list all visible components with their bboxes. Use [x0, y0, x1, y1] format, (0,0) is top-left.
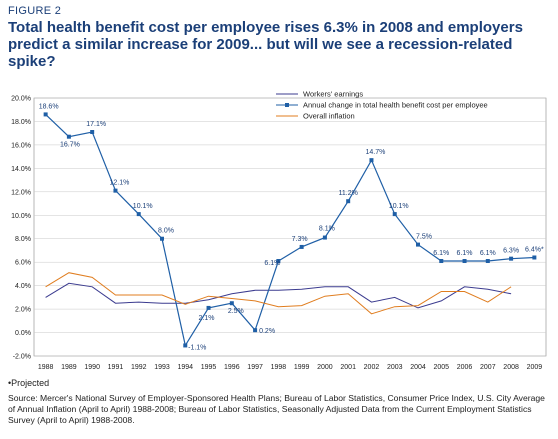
y-tick-label: 12.0%: [11, 189, 31, 196]
data-label: 6.1%: [457, 250, 473, 257]
figure-label: FIGURE 2: [8, 5, 62, 17]
chart-title: Total health benefit cost per employee r…: [8, 19, 523, 70]
y-tick-label: 10.0%: [11, 213, 31, 220]
x-tick-label: 1997: [247, 364, 263, 371]
data-point: [253, 328, 258, 333]
y-tick-label: 8.0%: [15, 236, 31, 243]
series-line-0: [45, 282, 512, 309]
data-labels: 18.6% 16.7% 17.1% 12.1% 10.1% 8.0% -1.1% 2.1% 2.…: [39, 103, 544, 351]
x-tick-label: 1991: [108, 364, 124, 371]
x-tick-label: 2006: [457, 364, 473, 371]
data-point: [322, 235, 327, 240]
data-label: 12.1%: [110, 180, 130, 187]
data-point: [509, 256, 514, 261]
series: [43, 112, 537, 348]
data-point: [276, 259, 281, 264]
data-label: 2.5%: [228, 308, 244, 315]
x-tick-label: 2007: [480, 364, 496, 371]
data-label: 18.6%: [39, 103, 59, 110]
y-tick-label: 16.0%: [11, 142, 31, 149]
data-point: [346, 199, 351, 204]
data-point: [532, 255, 537, 260]
data-point: [183, 343, 188, 348]
x-tick-label: 1994: [177, 364, 193, 371]
data-point: [66, 134, 71, 139]
data-point: [462, 259, 467, 264]
x-tick-label: 1996: [224, 364, 240, 371]
y-tick-label: 6.0%: [15, 260, 31, 267]
y-tick-label: 4.0%: [15, 283, 31, 290]
data-label: 14.7%: [366, 149, 386, 156]
x-tick-label: 1993: [154, 364, 170, 371]
legend-entry: Workers' earnings: [303, 90, 363, 99]
data-label: 6.3%: [503, 248, 519, 255]
x-tick-label: 2003: [387, 364, 403, 371]
data-point: [416, 242, 420, 247]
data-point: [299, 244, 304, 249]
data-label: 6.1%: [264, 260, 280, 267]
data-label: 8.1%: [319, 226, 335, 233]
data-label: 6.1%: [433, 250, 449, 257]
data-label: 7.3%: [292, 236, 308, 243]
data-label: 17.1%: [86, 121, 106, 128]
x-tick-label: 2002: [364, 364, 380, 371]
data-label: 10.1%: [133, 203, 153, 210]
data-label: 7.5%: [416, 234, 432, 241]
x-tick-label: 1989: [61, 364, 77, 371]
data-label: 8.0%: [158, 228, 174, 235]
data-label: 2.1%: [199, 315, 215, 322]
x-tick-label: 2001: [340, 364, 356, 371]
y-tick-label: 0.0%: [15, 330, 31, 337]
data-point: [160, 236, 164, 241]
data-label: 11.2%: [339, 190, 358, 197]
data-point: [369, 158, 374, 163]
data-label: -1.1%: [188, 344, 206, 351]
axes: 20.0% 18.0% 16.0% 14.0% 12.0% 10.0% 8.0% 6.0% 4.…: [11, 96, 542, 372]
data-label: 0.2%: [259, 328, 275, 335]
legend-entry: Annual change in total health benefit co…: [303, 101, 488, 110]
y-tick-label: 14.0%: [11, 166, 31, 173]
x-tick-label: 2005: [433, 364, 449, 371]
plot-frame: [33, 97, 547, 357]
legend-entry: Overall inflation: [303, 112, 355, 121]
series-line-1: [45, 113, 535, 347]
series-line-2: [45, 272, 512, 315]
x-tick-label: 1988: [38, 364, 54, 371]
data-label: 16.7%: [60, 142, 80, 149]
x-tick-label: 2000: [317, 364, 333, 371]
y-tick-label: 2.0%: [15, 307, 31, 314]
data-point: [90, 130, 95, 135]
data-point: [136, 212, 141, 217]
legend: Workers' earnings Annual change in total …: [276, 90, 488, 121]
data-label: 6.1%: [480, 250, 496, 257]
x-tick-label: 1999: [294, 364, 310, 371]
data-point: [206, 305, 211, 310]
data-point: [113, 188, 118, 193]
legend-marker: [285, 103, 289, 107]
footnote: •Projected: [8, 378, 50, 388]
x-tick-label: 1992: [131, 364, 147, 371]
data-point: [43, 112, 48, 117]
data-label: 10.1%: [389, 203, 409, 210]
x-tick-label: 2004: [410, 364, 426, 371]
y-tick-label: 20.0%: [11, 96, 31, 103]
data-point: [392, 212, 397, 217]
grid: [33, 97, 547, 357]
source-note: Source: Mercer's National Survey of Empl…: [8, 393, 545, 425]
x-tick-label: 1990: [84, 364, 100, 371]
y-tick-label: 18.0%: [11, 119, 31, 126]
x-tick-label: 1995: [201, 364, 217, 371]
data-point: [439, 259, 444, 264]
data-label: 6.4%*: [525, 246, 544, 253]
data-point: [229, 301, 234, 306]
data-point: [485, 259, 490, 264]
y-tick-label: -2.0%: [13, 354, 31, 361]
x-tick-label: 2008: [503, 364, 519, 371]
x-tick-label: 1998: [271, 364, 287, 371]
x-tick-label: 2009: [527, 364, 543, 371]
